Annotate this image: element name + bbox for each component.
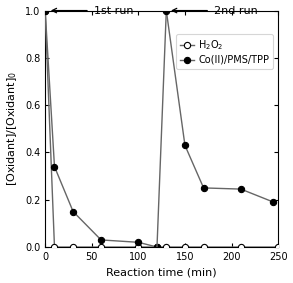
Text: 2nd run: 2nd run bbox=[214, 6, 258, 16]
Text: 1st run: 1st run bbox=[94, 6, 133, 16]
Y-axis label: [Oxidant]/[Oxidant]$_0$: [Oxidant]/[Oxidant]$_0$ bbox=[6, 71, 19, 186]
Legend: H$_2$O$_2$, Co(II)/PMS/TPP: H$_2$O$_2$, Co(II)/PMS/TPP bbox=[176, 34, 273, 69]
X-axis label: Reaction time (min): Reaction time (min) bbox=[106, 267, 217, 277]
